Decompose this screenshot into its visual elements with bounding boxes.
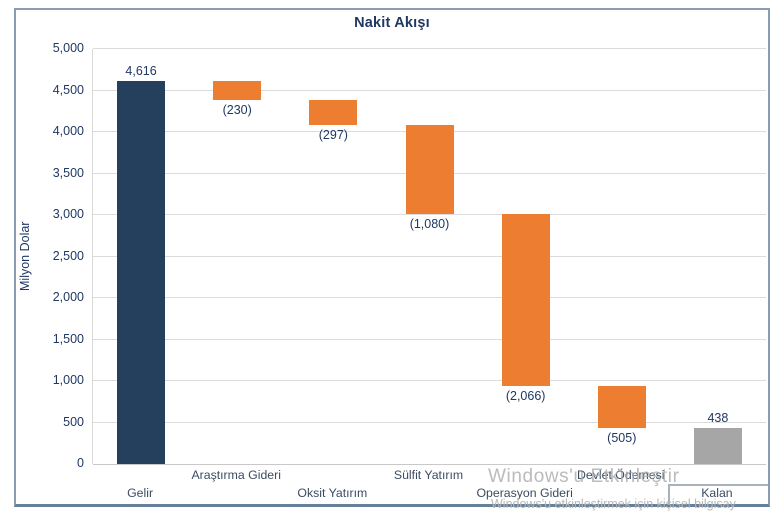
windows-activation-watermark-subtitle: Windows'u etkinleştirmek için kişisel bi…	[491, 497, 736, 511]
y-tick-label: 1,000	[52, 373, 84, 387]
gridline-2,000	[93, 297, 766, 298]
data-label: (230)	[222, 102, 252, 117]
waterfall-bar-3[interactable]	[309, 99, 358, 125]
plot-area: 4,616 (230) (297) (1,080) (2,066) (505) 438	[92, 48, 766, 465]
x-axis-label: Gelir	[127, 486, 154, 500]
gridline-3,000	[93, 214, 766, 215]
y-tick-label: 5,000	[52, 41, 84, 55]
data-label: 4,616	[125, 63, 157, 78]
y-tick-label: 4,500	[52, 82, 84, 97]
gridline-0	[93, 464, 766, 465]
data-label: 438	[707, 410, 729, 425]
y-tick-label: 3,000	[52, 207, 84, 221]
waterfall-bar-7[interactable]	[693, 427, 742, 464]
gridline-1,000	[93, 380, 766, 381]
gridline-5,000	[93, 48, 766, 49]
data-label: (2,066)	[505, 388, 546, 403]
waterfall-bar-2[interactable]	[213, 80, 262, 100]
x-axis-label: Devlet Ödemesi	[577, 468, 665, 482]
y-tick-label: 2,000	[52, 290, 84, 304]
gridline-500	[93, 421, 766, 423]
y-tick-label: 1,500	[52, 331, 84, 346]
waterfall-bar-1[interactable]	[117, 80, 166, 464]
waterfall-bar-4[interactable]	[405, 124, 454, 215]
waterfall-bar-6[interactable]	[597, 385, 646, 428]
x-axis-label: Operasyon Gideri	[476, 486, 573, 500]
y-tick-label: 4,000	[52, 124, 84, 138]
windows-activation-watermark-title: Windows'u Etkinleştir	[488, 466, 680, 487]
data-label: (505)	[607, 430, 637, 445]
chart-title: Nakit Akışı	[354, 15, 430, 31]
y-tick-label: 2,500	[52, 248, 84, 263]
x-axis-label: Kalan	[701, 486, 733, 500]
waterfall-bar-5[interactable]	[501, 214, 550, 386]
x-axis-label: Sülfit Yatırım	[393, 468, 464, 482]
gridline-4,500	[93, 89, 766, 91]
y-tick-label: 500	[63, 414, 84, 429]
gridline-1,500	[93, 338, 766, 340]
y-tick-label: 0	[77, 456, 84, 470]
corner-overlay-box	[668, 484, 768, 504]
y-tick-label: 3,500	[52, 165, 84, 180]
gridline-2,500	[93, 255, 766, 257]
x-axis-label: Araştırma Gideri	[191, 468, 281, 482]
data-label: (297)	[318, 127, 348, 142]
data-label: (1,080)	[409, 217, 450, 232]
chart-canvas[interactable]: Nakit Akışı Milyon Dolar 4,616 (230) (297)…	[14, 8, 770, 507]
x-axis-label: Oksit Yatırım	[297, 486, 368, 500]
